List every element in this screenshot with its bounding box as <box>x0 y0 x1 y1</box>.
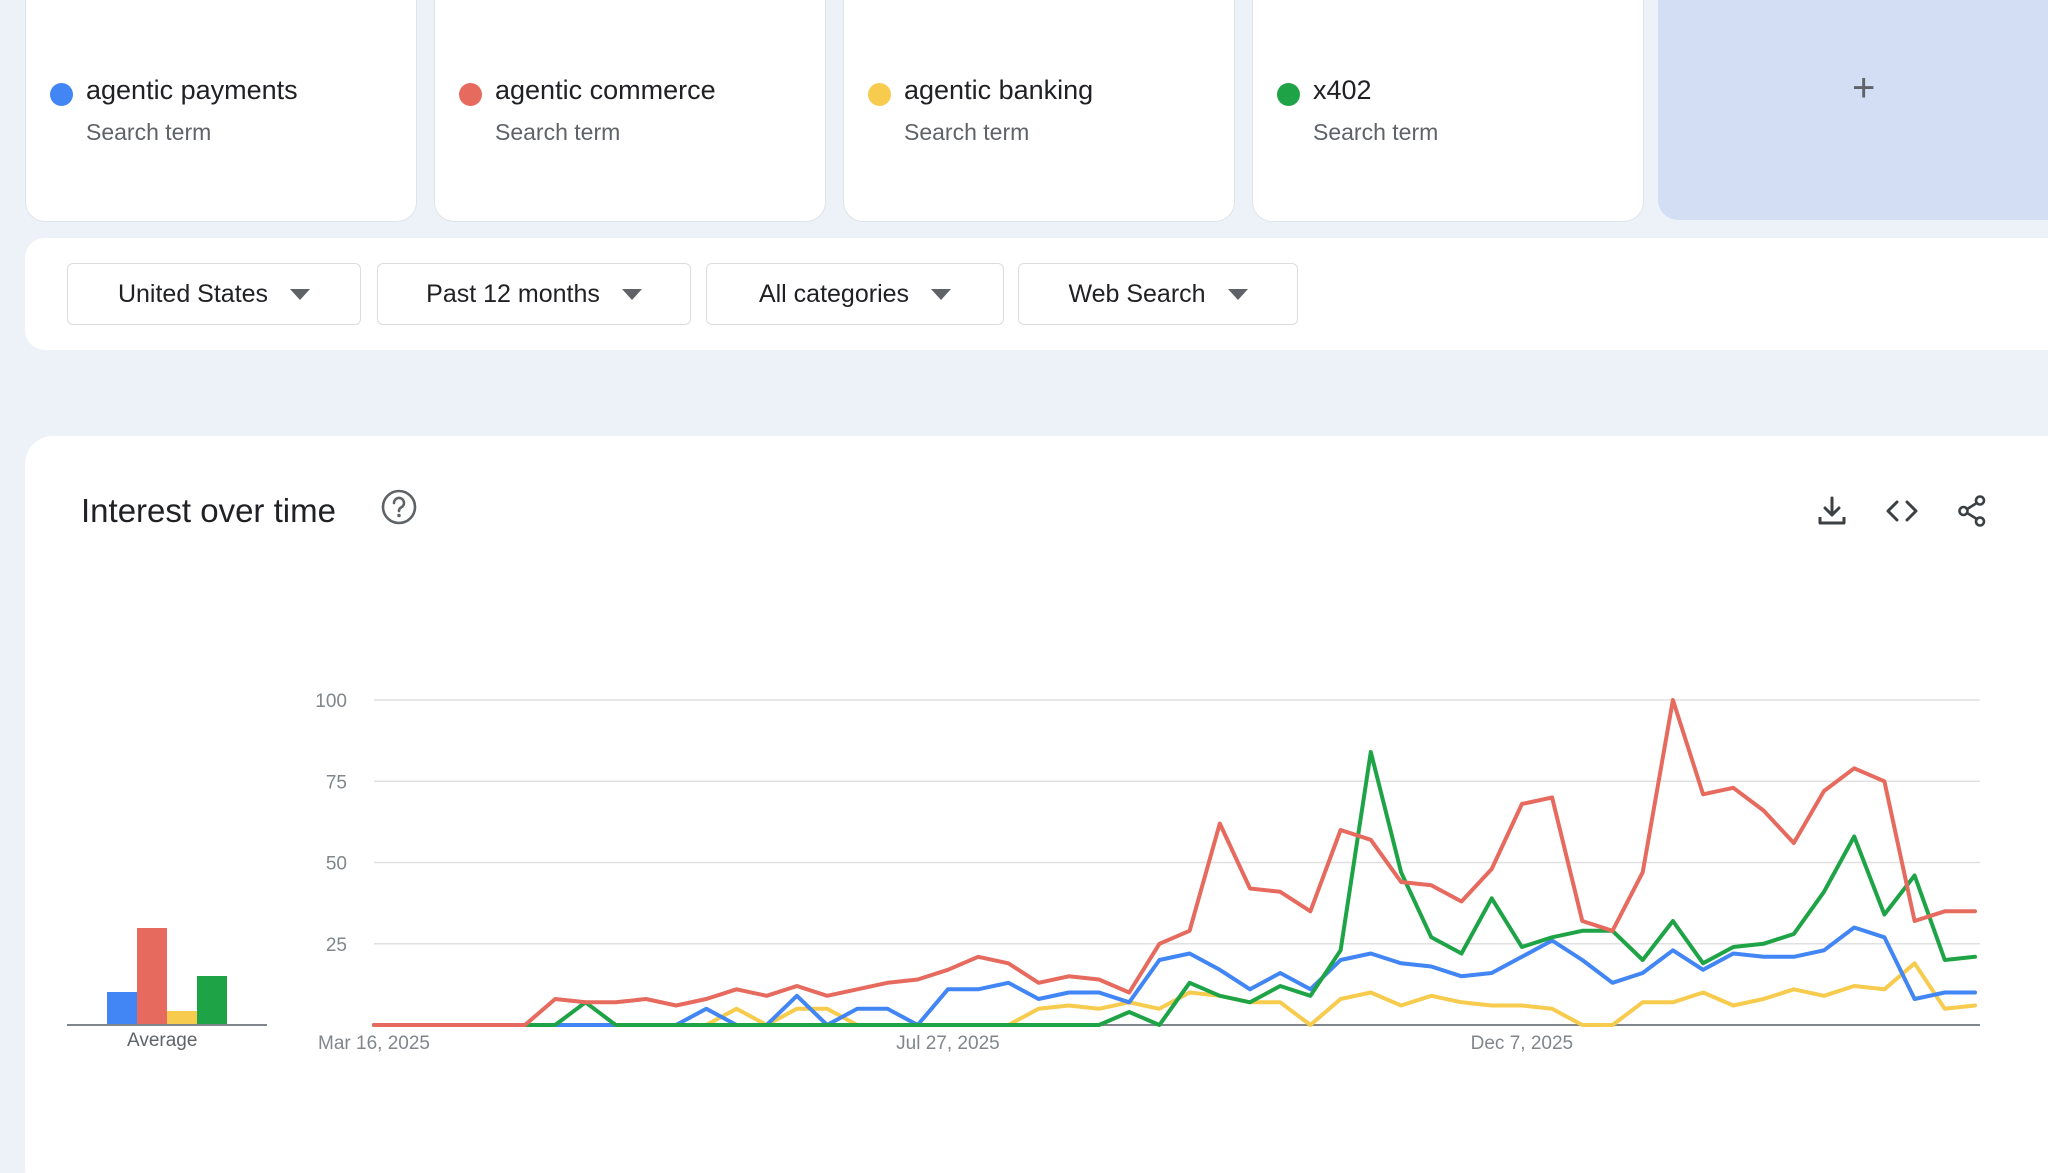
series-line-agentic-commerce[interactable] <box>372 698 1977 1027</box>
term-card-x402[interactable]: x402 Search term <box>1252 0 1644 222</box>
term-name[interactable]: x402 <box>1313 75 1372 105</box>
term-type-label: Search term <box>1313 119 1439 145</box>
series-color-dot <box>459 83 482 106</box>
time-range-dropdown[interactable]: Past 12 months <box>377 263 691 325</box>
search-type-dropdown[interactable]: Web Search <box>1018 263 1298 325</box>
average-bar-agentic-payments[interactable] <box>107 992 137 1024</box>
search-type-dropdown-label: Web Search <box>1068 279 1206 308</box>
caret-down-icon <box>290 288 311 300</box>
average-chart <box>67 898 267 1026</box>
average-bar-agentic-commerce[interactable] <box>137 928 167 1024</box>
average-label: Average <box>127 1030 198 1051</box>
x-tick-label: Mar 16, 2025 <box>318 1033 430 1054</box>
series-line-agentic-payments[interactable] <box>372 925 1977 1027</box>
category-dropdown-label: All categories <box>758 279 910 308</box>
series-line-x402[interactable] <box>372 750 1977 1027</box>
term-name[interactable]: agentic banking <box>904 75 1094 105</box>
help-icon[interactable] <box>380 488 418 526</box>
caret-down-icon <box>1227 288 1248 300</box>
average-bar-agentic-banking[interactable] <box>167 1011 197 1024</box>
average-bars <box>107 898 227 1024</box>
term-type-label: Search term <box>86 119 212 145</box>
interest-over-time-panel: Interest over time Average 25 50 75 100 Mar … <box>25 436 2048 1173</box>
caret-down-icon <box>931 288 952 300</box>
series-color-dot <box>868 83 891 106</box>
average-bar-x402[interactable] <box>197 976 227 1024</box>
term-card-agentic-banking[interactable]: agentic banking Search term <box>843 0 1235 222</box>
add-comparison-button[interactable]: + <box>1658 0 2048 220</box>
average-baseline <box>67 1024 267 1026</box>
x-tick-label: Jul 27, 2025 <box>896 1033 1000 1054</box>
series-color-dot <box>50 83 73 106</box>
series-color-dot <box>1277 83 1300 106</box>
embed-icon[interactable] <box>1885 494 1919 528</box>
y-tick-label-25: 25 <box>326 935 347 956</box>
series-line-agentic-banking[interactable] <box>372 961 1977 1027</box>
region-dropdown[interactable]: United States <box>67 263 361 325</box>
interest-line-chart[interactable]: 25 50 75 100 Mar 16, 2025 Jul 27, 2025 Dec 7, … <box>25 436 2048 1173</box>
time-range-dropdown-label: Past 12 months <box>426 279 600 308</box>
term-card-agentic-commerce[interactable]: agentic commerce Search term <box>434 0 826 222</box>
region-dropdown-label: United States <box>117 279 269 308</box>
share-icon[interactable] <box>1955 494 1989 528</box>
term-type-label: Search term <box>495 119 621 145</box>
term-name[interactable]: agentic commerce <box>495 75 716 105</box>
filter-bar: United States Past 12 months All categor… <box>25 238 2048 350</box>
chart-title: Interest over time <box>81 492 336 529</box>
term-card-agentic-payments[interactable]: agentic payments Search term <box>25 0 417 222</box>
term-name[interactable]: agentic payments <box>86 75 298 105</box>
term-type-label: Search term <box>904 119 1030 145</box>
y-tick-label-75: 75 <box>326 772 347 793</box>
y-tick-label-50: 50 <box>326 854 347 875</box>
x-tick-label: Dec 7, 2025 <box>1471 1033 1573 1054</box>
y-tick-label-100: 100 <box>315 691 347 712</box>
download-icon[interactable] <box>1815 494 1849 528</box>
category-dropdown[interactable]: All categories <box>706 263 1004 325</box>
plus-icon: + <box>1852 66 1876 110</box>
caret-down-icon <box>621 288 642 300</box>
